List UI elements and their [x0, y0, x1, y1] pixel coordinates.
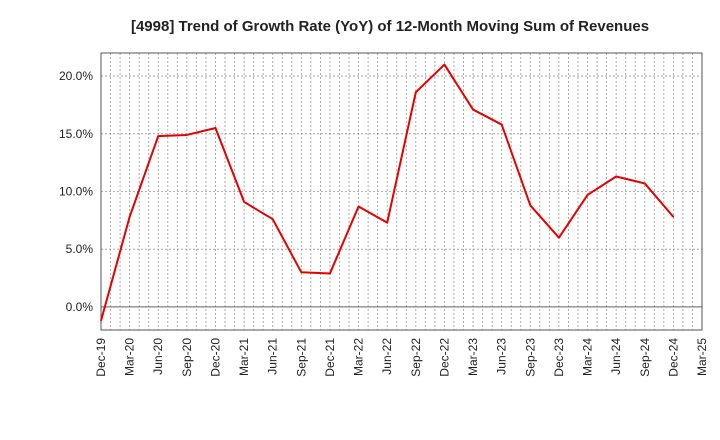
- data-point: [529, 204, 531, 206]
- y-tick-label: 0.0%: [66, 300, 94, 314]
- x-tick-label: Dec-19: [94, 338, 108, 377]
- data-point: [243, 201, 245, 203]
- x-tick-label: Mar-24: [581, 338, 595, 376]
- data-point: [300, 271, 302, 273]
- x-tick-label: Jun-24: [609, 338, 623, 375]
- y-tick-label: 15.0%: [59, 127, 93, 141]
- data-point: [615, 175, 617, 178]
- x-tick-label: Dec-22: [437, 338, 451, 377]
- x-tick-label: Sep-23: [523, 338, 537, 377]
- x-tick-label: Dec-20: [208, 338, 222, 377]
- data-point: [129, 216, 131, 218]
- y-tick-label: 20.0%: [59, 69, 93, 83]
- data-point: [329, 272, 331, 275]
- data-point: [386, 222, 388, 224]
- x-tick-label: Mar-22: [352, 338, 366, 376]
- x-tick-label: Jun-21: [266, 338, 280, 375]
- x-tick-label: Dec-23: [552, 338, 566, 377]
- data-point: [443, 63, 446, 66]
- data-point: [586, 194, 589, 196]
- y-axis: 0.0% 5.0% 10.0% 15.0% 20.0%: [59, 69, 93, 314]
- data-point: [214, 127, 217, 129]
- data-point: [501, 123, 503, 126]
- data-point: [357, 205, 360, 208]
- x-tick-label: Jun-23: [495, 338, 509, 375]
- chart-title: [4998] Trend of Growth Rate (YoY) of 12-…: [131, 18, 649, 35]
- data-point: [644, 182, 646, 185]
- x-tick-label: Mar-23: [466, 338, 480, 376]
- x-tick-label: Mar-21: [237, 338, 251, 376]
- data-point: [157, 135, 159, 137]
- x-tick-label: Jun-20: [151, 338, 165, 375]
- data-point: [100, 320, 102, 322]
- x-tick-label: Sep-24: [638, 338, 652, 377]
- grid: [101, 53, 702, 330]
- x-tick-label: Jun-22: [380, 338, 394, 375]
- x-tick-label: Sep-20: [180, 338, 194, 377]
- data-point: [415, 91, 417, 93]
- x-tick-label: Dec-24: [666, 338, 680, 377]
- x-axis: Dec-19 Mar-20 Jun-20 Sep-20 Dec-20 Mar-21 Jun-…: [94, 338, 709, 377]
- x-tick-label: Sep-22: [409, 338, 423, 377]
- x-tick-label: Mar-20: [123, 338, 137, 376]
- x-tick-label: Sep-21: [294, 338, 308, 377]
- data-point: [186, 134, 188, 136]
- data-point: [472, 108, 474, 111]
- x-tick-label: Mar-25: [695, 338, 709, 376]
- y-tick-label: 10.0%: [59, 185, 93, 199]
- series-layer: [100, 63, 675, 322]
- data-point: [558, 237, 560, 239]
- data-point: [272, 218, 274, 220]
- x-tick-label: Dec-21: [323, 338, 337, 377]
- plot-area: [100, 52, 703, 331]
- data-point: [672, 216, 674, 218]
- y-tick-label: 5.0%: [66, 242, 94, 256]
